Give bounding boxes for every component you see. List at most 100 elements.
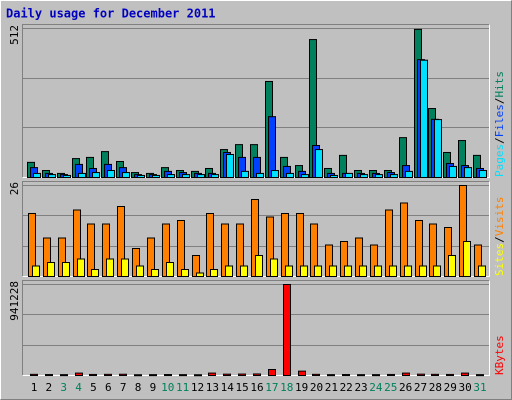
bar (268, 116, 276, 178)
bar (121, 258, 129, 277)
bar (197, 174, 205, 178)
y-tick-label: 941228 (8, 281, 21, 321)
bar (434, 119, 442, 178)
bar (286, 172, 294, 178)
bar (404, 265, 412, 277)
bar (449, 165, 457, 178)
legend: Sites/Visits (493, 197, 506, 277)
legend-entry: Pages (493, 144, 506, 177)
bar (78, 172, 86, 178)
bar (268, 369, 276, 377)
bar (375, 174, 383, 178)
x-tick-label: 14 (221, 381, 235, 394)
bar (77, 258, 85, 277)
bar (194, 374, 202, 377)
x-tick-label: 22 (340, 381, 353, 394)
bar (179, 374, 187, 377)
x-tick-label: 4 (75, 381, 82, 394)
bar (241, 170, 249, 178)
x-tick-label: 11 (176, 381, 189, 394)
bar (106, 258, 114, 277)
x-tick-label: 31 (473, 381, 486, 394)
bar (464, 167, 472, 178)
x-tick-label: 7 (120, 381, 127, 394)
x-tick-label: 15 (236, 381, 249, 394)
bar (372, 374, 380, 377)
bar (374, 265, 382, 277)
bar (177, 220, 185, 277)
bar (446, 373, 454, 376)
x-tick-label: 8 (135, 381, 142, 394)
bar (48, 174, 56, 178)
plot-bevel (22, 24, 490, 178)
x-tick-label: 26 (399, 381, 412, 394)
x-tick-label: 3 (60, 381, 67, 394)
x-tick-label: 19 (295, 381, 308, 394)
bar (206, 213, 214, 277)
legend-entry: KBytes (493, 335, 506, 375)
bar (238, 373, 246, 377)
legend-entry: Sites (493, 243, 506, 276)
bar (211, 174, 219, 178)
bar (32, 265, 40, 277)
bar (104, 373, 112, 376)
bar (345, 172, 353, 178)
bar (63, 174, 71, 178)
bar (298, 370, 306, 376)
bar (330, 174, 338, 178)
bar (256, 172, 264, 178)
y-tick-label: 512 (8, 25, 21, 45)
bar (182, 174, 190, 178)
bar (431, 373, 439, 376)
bar (89, 373, 97, 376)
bar (359, 265, 367, 277)
bar (402, 372, 410, 377)
x-tick-label: 1 (31, 381, 38, 394)
bar (210, 269, 218, 277)
x-tick-label: 2 (46, 381, 53, 394)
bar (107, 170, 115, 178)
bar (226, 154, 234, 178)
x-tick-label: 9 (150, 381, 157, 394)
legend-separator: / (493, 137, 506, 144)
bar (223, 373, 231, 377)
bar (151, 269, 159, 277)
x-tick-label: 6 (105, 381, 112, 394)
x-tick-label: 5 (90, 381, 97, 394)
bar (463, 241, 471, 277)
bar (122, 172, 130, 178)
bar (91, 269, 99, 277)
bar (360, 174, 368, 178)
bar (45, 374, 53, 377)
bar (208, 372, 216, 377)
x-tick-label: 29 (444, 381, 457, 394)
plot-area (22, 280, 490, 376)
bar (285, 265, 293, 277)
plot-bevel (22, 181, 490, 277)
bar (433, 265, 441, 277)
bar (301, 174, 309, 178)
bar (478, 265, 486, 277)
bar (271, 170, 279, 178)
bar (196, 272, 204, 277)
bar (314, 265, 322, 277)
bar (240, 265, 248, 277)
legend-entry: Files (493, 104, 506, 137)
bar (47, 262, 55, 277)
bar (181, 269, 189, 277)
legend: Pages/Files/Hits (493, 71, 506, 177)
bar (253, 373, 261, 377)
bar (60, 374, 68, 377)
x-tick-label: 12 (191, 381, 204, 394)
x-tick-label: 28 (429, 381, 442, 394)
bar (270, 258, 278, 277)
x-tick-label: 20 (310, 381, 323, 394)
y-tick-label: 26 (8, 182, 21, 195)
x-tick-label: 27 (414, 381, 427, 394)
x-tick-label: 17 (265, 381, 278, 394)
bar (136, 265, 144, 277)
x-tick-label: 13 (206, 381, 219, 394)
legend-separator: / (493, 98, 506, 105)
x-tick-label: 24 (369, 381, 383, 394)
